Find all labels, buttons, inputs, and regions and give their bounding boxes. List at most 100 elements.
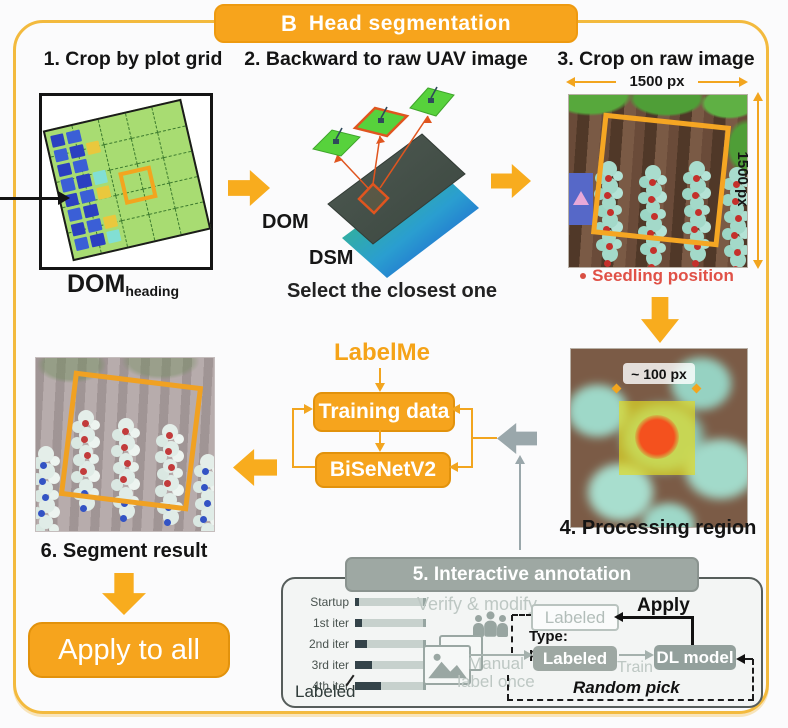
- seedling-dots: [605, 175, 612, 182]
- backward-projection-graphic: [312, 86, 479, 278]
- legend-dot-icon: [580, 273, 587, 279]
- ray-left-head: [334, 155, 343, 163]
- head-blob: [635, 415, 679, 459]
- below-dots-blue: [165, 504, 172, 511]
- iteration-progress-fill: [355, 660, 372, 669]
- pale-plant-row: [36, 446, 62, 531]
- tarp-flag-detail: [573, 191, 589, 205]
- region-size-text: ~ 100 px: [631, 365, 687, 382]
- segment-plot-outline: [58, 370, 204, 512]
- people-icon: [473, 611, 508, 639]
- dsm-layer-label: DSM: [309, 247, 354, 269]
- right-loop-hbot-head: [449, 462, 458, 472]
- images-stack-icon: [423, 635, 483, 687]
- iteration-progress-fill: [355, 597, 360, 606]
- below-dots-blue: [81, 490, 88, 497]
- apply-to-all-label: Apply to all: [58, 633, 200, 666]
- step5-heading: 5. Interactive annotation: [412, 563, 632, 585]
- train-flow-head: [645, 650, 654, 660]
- seedling-dots: [733, 181, 740, 188]
- apply-label: Apply: [637, 595, 690, 616]
- step1-dom-grid-figure: [39, 93, 213, 270]
- step6-heading: 6. Segment result: [40, 540, 208, 562]
- dom-label-sub: heading: [125, 283, 179, 299]
- iteration-row: 1st iter: [289, 612, 435, 633]
- plot-outline: [590, 112, 732, 248]
- step1-heading: 1. Crop by plot grid: [43, 48, 223, 70]
- iteration-label: 3rd iter: [311, 657, 349, 672]
- randompick-dash-left: [507, 675, 509, 700]
- step3-heading: 3. Crop on raw image: [557, 48, 755, 70]
- raw-crop-image: [568, 94, 748, 268]
- input-arrow-head: [58, 191, 70, 205]
- inside-dots-red: [122, 428, 129, 435]
- labeled-bottom-text: Labeled: [542, 649, 608, 668]
- right-loop-v: [471, 408, 473, 468]
- segment-result-image: [35, 357, 215, 532]
- iteration-row: 2nd iter: [289, 633, 435, 654]
- camera-icon-right: [428, 86, 438, 103]
- train-to-net-head: [375, 443, 385, 452]
- below-dots-blue: [121, 500, 128, 507]
- height-dimension-top-head: [753, 92, 763, 101]
- left-loop-htop: [292, 408, 306, 410]
- right-loop-hbot: [457, 466, 473, 468]
- train-to-net-line: [379, 430, 381, 444]
- seedling-legend: Seedling position: [568, 266, 746, 286]
- panel-up-arrow-head: [515, 455, 525, 464]
- bars-caption: Labeled: [295, 682, 356, 701]
- apply-to-all-button: Apply to all: [28, 622, 230, 678]
- left-loop-v: [292, 408, 294, 468]
- width-dimension: 1500 px: [566, 73, 748, 91]
- region-size-label: ~ 100 px: [623, 363, 695, 384]
- step2-heading: 2. Backward to raw UAV image: [244, 48, 528, 70]
- ray-middle-head: [376, 136, 385, 144]
- step4-caption: 4. Processing region: [559, 517, 757, 539]
- ray-right-head: [423, 116, 432, 123]
- width-dimension-label: 1500 px: [616, 73, 698, 90]
- bisenet-label: BiSeNetV2: [329, 458, 437, 481]
- inside-dots-red: [82, 420, 89, 427]
- plant-row: [593, 161, 625, 267]
- step5-banner: 5. Interactive annotation: [345, 557, 699, 592]
- camera-icon-middle: [378, 106, 388, 123]
- plot-grid: [42, 98, 212, 262]
- plant-row: [681, 161, 713, 267]
- person-icon: [497, 615, 508, 639]
- dom-heading-label: DOMheading: [39, 270, 207, 299]
- dom-layer-label: DOM: [262, 211, 309, 233]
- bisenet-box: BiSeNetV2: [315, 452, 451, 488]
- plant-row: [721, 167, 747, 267]
- right-loop-htop: [459, 408, 473, 410]
- labeled-top-box: Labeled: [531, 604, 619, 631]
- ray-middle: [372, 135, 381, 185]
- inside-dots-red: [166, 432, 173, 439]
- left-loop-hbot: [292, 466, 315, 468]
- iteration-progress-fill: [355, 618, 363, 627]
- processing-region-image: ~ 100 px: [570, 348, 748, 528]
- seedling-dots: [693, 175, 700, 182]
- iteration-progress-fill: [355, 639, 367, 648]
- right-loop-hmid: [473, 437, 497, 439]
- height-dimension-line: [757, 98, 759, 262]
- randompick-dash-right: [752, 659, 754, 700]
- dom-label-main: DOM: [67, 270, 126, 298]
- height-dimension-label: 1500 px: [734, 151, 751, 207]
- labelme-arrow-line: [379, 368, 381, 384]
- step2-caption: Select the closest one: [286, 280, 498, 302]
- verify-dash-h: [512, 614, 532, 616]
- iteration-bars: Startup 1st iter 2nd iter 3rd iter 4th iter: [289, 591, 435, 696]
- front-image-frame: [423, 645, 471, 685]
- interactive-annotation-panel: Startup 1st iter 2nd iter 3rd iter 4th iter …: [281, 577, 763, 708]
- labeled-top-text: Labeled: [544, 608, 606, 627]
- dl-model-text: DL model: [656, 648, 734, 667]
- iteration-label: 1st iter: [312, 615, 349, 630]
- iteration-row: Startup: [289, 591, 435, 612]
- iteration-label: Startup: [310, 594, 349, 609]
- person-icon: [484, 611, 497, 639]
- train-flow-line: [619, 654, 647, 656]
- random-pick-label: Random pick: [573, 678, 680, 697]
- iteration-progress-bar: [355, 639, 426, 648]
- verify-dash-v: [511, 615, 513, 653]
- image-icon: [428, 653, 467, 679]
